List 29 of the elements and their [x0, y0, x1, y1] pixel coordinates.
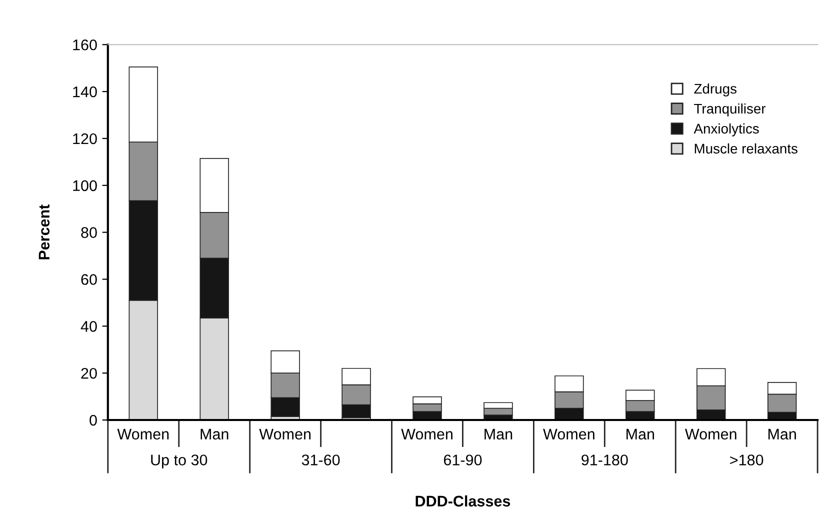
x-tick-label: Women: [543, 428, 594, 440]
x-tick-label: Women: [401, 428, 452, 440]
x-axis-title: DDD-Classes: [416, 495, 510, 507]
text: Up to 30: [151, 454, 208, 468]
y-tick-label: 100: [73, 180, 97, 192]
legend-label: Tranquiliser: [694, 103, 766, 116]
y-tick-label: 120: [73, 133, 97, 144]
text: 91-180: [582, 454, 628, 466]
x-tick-label: Women: [684, 428, 736, 440]
legend-label: Anxiolytics: [694, 123, 759, 136]
y-tick-label: 80: [81, 227, 97, 238]
y-axis-title: Percent: [38, 204, 50, 260]
x-tick-label: Women: [117, 428, 169, 440]
y-tick-label: 160: [73, 39, 97, 50]
y-tick-label: 60: [81, 274, 97, 285]
y-tick-label: 140: [73, 86, 97, 98]
x-tick-label: Man: [200, 428, 228, 440]
text: 31-60: [302, 454, 340, 466]
x-tick-label: Man: [626, 428, 654, 440]
text: 61-90: [444, 454, 482, 466]
y-tick-label: 0: [90, 414, 97, 426]
text: >180: [730, 454, 764, 466]
x-tick-label: Man: [768, 428, 796, 440]
y-tick-label: 20: [81, 368, 97, 379]
x-tick-label: Women: [259, 428, 311, 440]
y-tick-label: 40: [80, 321, 97, 332]
x-tick-label: Man: [484, 428, 512, 440]
legend-label: Muscle relaxants: [694, 143, 798, 154]
legend-label: Zdrugs: [694, 83, 736, 96]
